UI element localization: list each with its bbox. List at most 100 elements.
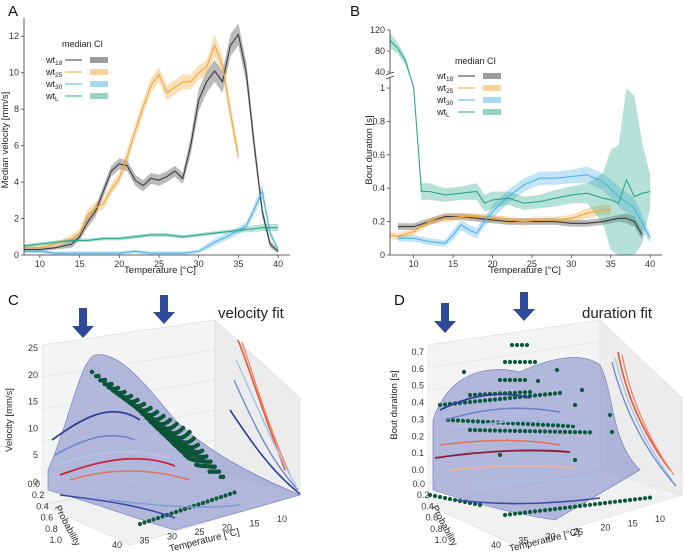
- data-point: [542, 508, 548, 513]
- data-point: [487, 397, 493, 403]
- data-point: [570, 424, 576, 429]
- x-tick-label: 25: [154, 259, 164, 269]
- data-point: [115, 385, 121, 391]
- probability-tick-label: 0.2: [417, 490, 430, 500]
- x-tick-label: 15: [75, 259, 85, 269]
- contour-line: [449, 420, 581, 433]
- y-tick-label: 4: [14, 177, 19, 187]
- x-tick-label: 30: [194, 259, 204, 269]
- data-point: [427, 492, 433, 498]
- data-point: [582, 430, 588, 435]
- legend-label-wtL: wtL: [45, 91, 59, 103]
- data-point: [180, 425, 186, 431]
- data-point: [532, 509, 538, 514]
- data-point: [209, 497, 215, 503]
- data-point: [517, 390, 523, 395]
- y-tick-label: 10: [9, 68, 19, 78]
- data-point: [502, 359, 508, 365]
- data-point: [517, 377, 523, 383]
- data-point: [567, 429, 573, 435]
- ci-band-wt25: [24, 34, 239, 250]
- data-point: [512, 359, 518, 365]
- series-line-wt18: [397, 216, 643, 236]
- data-point: [128, 393, 134, 399]
- data-point: [642, 496, 648, 501]
- data-point: [597, 501, 603, 506]
- arrow-icon: [513, 292, 535, 321]
- fit-contours: [51, 410, 241, 519]
- chart-title-d: duration fit: [582, 305, 653, 322]
- data-point: [522, 390, 528, 395]
- y-tick-label: 12: [9, 31, 19, 41]
- data-point: [617, 499, 623, 504]
- y-tick-label: 2: [14, 214, 19, 224]
- data-point: [537, 508, 543, 513]
- data-point: [522, 359, 528, 365]
- data-point: [497, 452, 503, 458]
- panel-label-a: A: [8, 3, 18, 20]
- data-point: [482, 398, 488, 403]
- data-point: [467, 399, 473, 405]
- legend-label-wt18: wt18: [45, 55, 63, 67]
- data-point: [455, 418, 461, 423]
- probability-tick-label: 0.4: [421, 501, 434, 511]
- data-point: [527, 359, 533, 365]
- projection-curve: [229, 409, 301, 495]
- data-point: [142, 520, 147, 525]
- z-tick-label: 0.2: [411, 431, 424, 441]
- data-point: [527, 429, 533, 434]
- contour-line: [59, 494, 176, 519]
- z-tick-label: 15: [28, 397, 38, 407]
- data-point: [487, 428, 493, 433]
- data-point: [477, 398, 483, 404]
- probability-tick-label: 0.6: [426, 513, 439, 523]
- probability-tick-label: 0.0: [412, 479, 425, 489]
- data-point: [169, 511, 174, 516]
- data-point: [632, 497, 638, 502]
- data-point: [517, 511, 523, 516]
- data-point: [502, 512, 508, 518]
- z-tick-label: 0.6: [411, 364, 424, 374]
- data-point: [512, 390, 518, 395]
- data-point: [96, 373, 101, 379]
- data-point: [502, 377, 508, 383]
- legend-ci-swatch: [483, 85, 501, 91]
- data-point: [555, 423, 561, 428]
- data-point: [472, 399, 478, 404]
- data-point: [520, 421, 526, 426]
- data-point: [587, 430, 593, 435]
- data-point: [460, 418, 466, 423]
- y-tick-label: 80: [375, 46, 385, 56]
- data-point: [517, 428, 523, 434]
- data-point: [482, 428, 488, 433]
- legend-ci-swatch: [483, 97, 501, 103]
- data-point: [522, 429, 528, 434]
- data-point: [507, 512, 513, 517]
- y-tick-label: 1: [380, 83, 385, 93]
- legend-ci-swatch: [483, 109, 501, 115]
- data-point: [522, 510, 528, 515]
- x-axis-label-b: Temperature [°C]: [489, 265, 561, 276]
- data-point: [212, 464, 217, 469]
- x-tick-label: 20: [487, 259, 497, 269]
- legend-label-wt18: wt18: [436, 71, 454, 83]
- data-point: [537, 392, 543, 398]
- series-line-wt30: [24, 189, 279, 254]
- data-point: [208, 459, 213, 464]
- ci-band-wtL: [24, 224, 279, 248]
- data-point: [537, 429, 543, 434]
- data-point: [627, 497, 633, 503]
- data-point: [592, 502, 598, 507]
- data-point: [467, 392, 473, 398]
- data-point: [502, 428, 508, 433]
- data-point: [577, 503, 583, 509]
- y-tick-label: 0.6: [372, 150, 385, 160]
- data-point: [461, 369, 467, 375]
- data-point: [530, 422, 536, 427]
- legend-ci-swatch: [90, 81, 108, 87]
- data-point: [148, 405, 153, 411]
- y-tick-label: 0.4: [372, 183, 385, 193]
- data-point: [609, 429, 615, 435]
- data-point: [195, 442, 201, 448]
